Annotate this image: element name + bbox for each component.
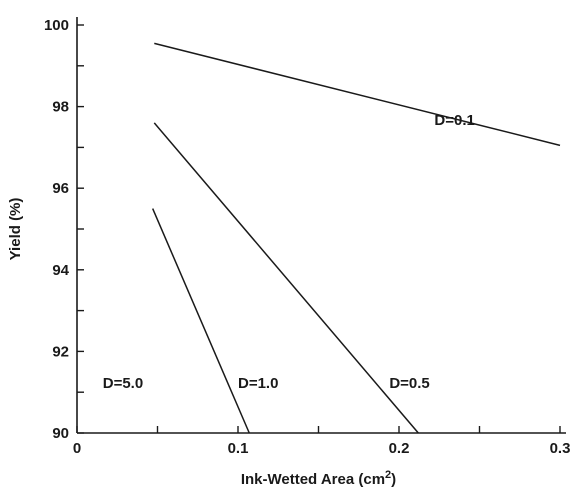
x-tick-label: 0.3 [550,440,571,457]
y-tick-label: 96 [52,180,69,197]
series-labels: D=0.1 D=0.5 D=1.0 D=5.0 [103,112,475,392]
x-axis-ticks: 0 0.1 0.2 0.3 [73,426,571,457]
series-line-d-1-0 [151,208,250,434]
y-tick-label: 98 [52,99,69,116]
series-label-d-0-5: D=0.5 [389,375,429,392]
series-line-d-0-5 [153,122,419,434]
x-axis-label: Ink-Wetted Area (cm2) [241,469,396,488]
y-axis-label: Yield (%) [7,198,24,261]
x-tick-label: 0.1 [228,440,249,457]
y-tick-label: 100 [44,17,69,34]
y-tick-label: 92 [52,343,69,360]
series-label-d-0-1: D=0.1 [434,112,474,129]
y-axis-ticks: 90 92 94 96 98 100 [44,17,84,442]
series-label-d-1-0: D=1.0 [238,375,278,392]
series-line-d-0-1 [154,42,561,147]
y-tick-label: 94 [52,262,69,279]
x-tick-label: 0 [73,440,81,457]
x-tick-label: 0.2 [389,440,410,457]
series-label-d-5-0: D=5.0 [103,375,143,392]
y-tick-label: 90 [52,425,69,442]
axes [76,17,566,434]
series-group [151,42,561,434]
